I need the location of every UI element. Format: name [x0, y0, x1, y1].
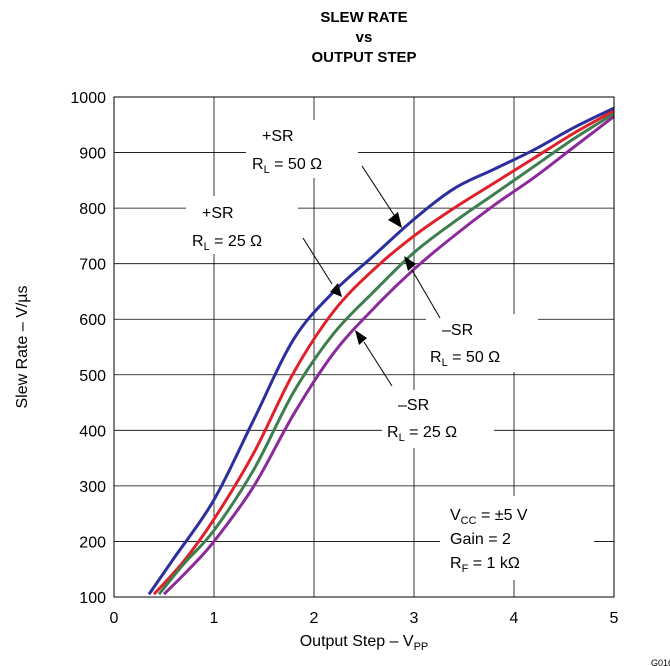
x-axis-label: Output Step – VPP	[300, 633, 429, 653]
annotation-leaders	[302, 165, 441, 387]
figure-code: G016	[651, 658, 670, 666]
arrow-icon	[404, 256, 416, 271]
svg-text:–SR: –SR	[442, 322, 473, 339]
x-tick-label: 1	[210, 610, 219, 627]
svg-text:+SR: +SR	[262, 128, 294, 145]
test-conditions: VCC = ±5 V Gain = 2 RF = 1 kΩ	[450, 507, 528, 575]
svg-text:RL = 25 Ω: RL = 25 Ω	[192, 233, 262, 253]
arrow-icon	[388, 212, 402, 228]
svg-text:+SR: +SR	[202, 205, 234, 222]
y-tick-labels: 100 200 300 400 500 600 700 800 900 1000	[70, 90, 106, 607]
plot-border	[113, 96, 615, 598]
svg-text:RF = 1 kΩ: RF = 1 kΩ	[450, 555, 520, 575]
series-line-1	[147, 106, 615, 596]
x-tick-label: 3	[410, 610, 419, 627]
y-tick-label: 1000	[70, 90, 106, 107]
y-tick-label: 300	[79, 479, 106, 496]
x-tick-label: 2	[310, 610, 319, 627]
x-tick-label: 0	[110, 610, 119, 627]
y-tick-label: 100	[79, 590, 106, 607]
svg-text:RL = 50 Ω: RL = 50 Ω	[252, 156, 322, 176]
svg-text:Gain = 2: Gain = 2	[450, 531, 511, 548]
y-axis-label: Slew Rate – V/µs	[14, 285, 31, 408]
series-line-4	[162, 115, 615, 596]
data-series	[147, 106, 615, 596]
annotation-plus-sr-50: +SR RL = 50 Ω	[252, 128, 322, 176]
y-tick-label: 700	[79, 257, 106, 274]
series-line-2	[152, 109, 615, 596]
x-tick-labels: 0 1 2 3 4 5	[110, 610, 619, 627]
x-tick-label: 5	[610, 610, 619, 627]
y-tick-label: 200	[79, 534, 106, 551]
chart-title-line-3: OUTPUT STEP	[311, 49, 416, 66]
svg-text:VCC = ±5 V: VCC = ±5 V	[450, 507, 528, 527]
svg-text:–SR: –SR	[398, 397, 429, 414]
arrow-icon	[330, 283, 342, 297]
annotation-minus-sr-50: –SR RL = 50 Ω	[430, 322, 500, 369]
chart-title-line-2: vs	[356, 29, 373, 46]
annotation-plus-sr-25: +SR RL = 25 Ω	[192, 205, 262, 253]
y-tick-label: 500	[79, 368, 106, 385]
y-tick-label: 800	[79, 201, 106, 218]
svg-text:RL = 50 Ω: RL = 50 Ω	[430, 349, 500, 369]
annotation-minus-sr-25: –SR RL = 25 Ω	[387, 397, 457, 444]
y-tick-label: 900	[79, 146, 106, 163]
y-tick-label: 400	[79, 423, 106, 440]
chart-title-line-1: SLEW RATE	[320, 9, 407, 26]
annotation-backgrounds	[186, 120, 594, 580]
y-tick-label: 600	[79, 312, 106, 329]
arrow-icon	[355, 330, 367, 345]
svg-text:RL = 25 Ω: RL = 25 Ω	[387, 424, 457, 444]
series-line-3	[157, 112, 615, 596]
x-tick-label: 4	[510, 610, 519, 627]
